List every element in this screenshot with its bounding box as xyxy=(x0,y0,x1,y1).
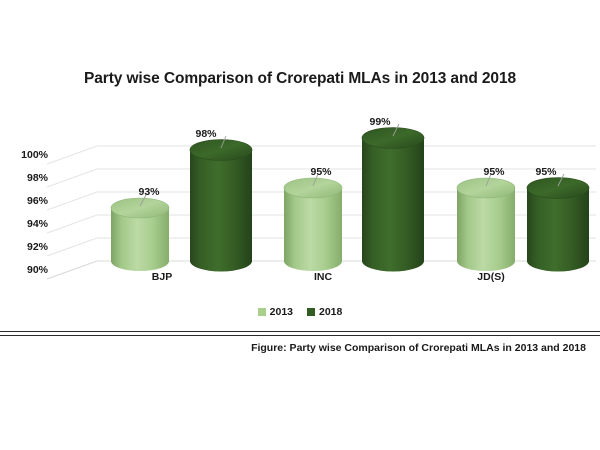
bar-body xyxy=(284,188,342,271)
leader-line xyxy=(139,194,147,207)
y-tick-label: 98% xyxy=(26,172,48,184)
caption-rule-top xyxy=(0,331,600,332)
legend-swatch-icon xyxy=(307,308,315,317)
bar-top-ellipse xyxy=(526,177,590,199)
bar-top-ellipse xyxy=(361,127,425,149)
bar-inc-2018[interactable] xyxy=(361,123,425,272)
legend-entry-2018[interactable]: 2018 xyxy=(307,307,342,318)
caption-rule-bottom xyxy=(0,335,600,336)
bar-top-ellipse xyxy=(456,177,516,199)
y-axis: 100% 98% 96% 94% 92% 90% xyxy=(0,100,48,300)
bar-bjp-2018[interactable] xyxy=(189,135,253,272)
x-tick-label-jds: JD(S) xyxy=(477,271,505,283)
bar-body xyxy=(457,188,515,271)
bar-top-ellipse xyxy=(110,197,170,219)
axis-floor-line xyxy=(46,260,596,280)
x-tick-label-bjp: BJP xyxy=(151,271,173,283)
y-tick-label: 90% xyxy=(26,264,48,276)
y-tick-label: 94% xyxy=(26,218,48,230)
y-tick-label: 96% xyxy=(26,195,48,207)
bar-body xyxy=(527,188,589,272)
figure-caption: Figure: Party wise Comparison of Crorepa… xyxy=(251,342,586,354)
chart-legend: 2013 2018 xyxy=(0,307,600,318)
chart-title: Party wise Comparison of Crorepati MLAs … xyxy=(84,70,516,87)
leader-line xyxy=(312,173,319,187)
bar-body xyxy=(111,208,169,271)
bar-top-ellipse xyxy=(189,139,253,161)
legend-swatch-icon xyxy=(257,308,266,317)
legend-entry-2013[interactable]: 2013 xyxy=(257,306,293,318)
leader-line xyxy=(557,173,565,187)
legend-label: 2018 xyxy=(319,306,343,318)
legend-label: 2013 xyxy=(269,306,293,318)
y-tick-label: 100% xyxy=(21,149,48,161)
bar-body xyxy=(190,150,252,272)
bar-bjp-2013[interactable] xyxy=(110,194,170,271)
bar-jds-2013[interactable] xyxy=(456,173,516,271)
plot-area xyxy=(0,100,600,300)
bar-inc-2013[interactable] xyxy=(283,173,343,271)
bar-top-ellipse xyxy=(283,177,343,199)
bar-jds-2018[interactable] xyxy=(526,173,590,272)
x-tick-label-inc: INC xyxy=(313,271,333,283)
leader-line xyxy=(485,173,492,187)
x-axis: BJP INC JD(S) xyxy=(0,272,600,288)
plot-svg xyxy=(46,123,596,280)
leader-line xyxy=(392,123,400,137)
leader-line xyxy=(220,135,227,149)
bar-body xyxy=(362,138,424,272)
y-tick-label: 92% xyxy=(26,241,48,253)
